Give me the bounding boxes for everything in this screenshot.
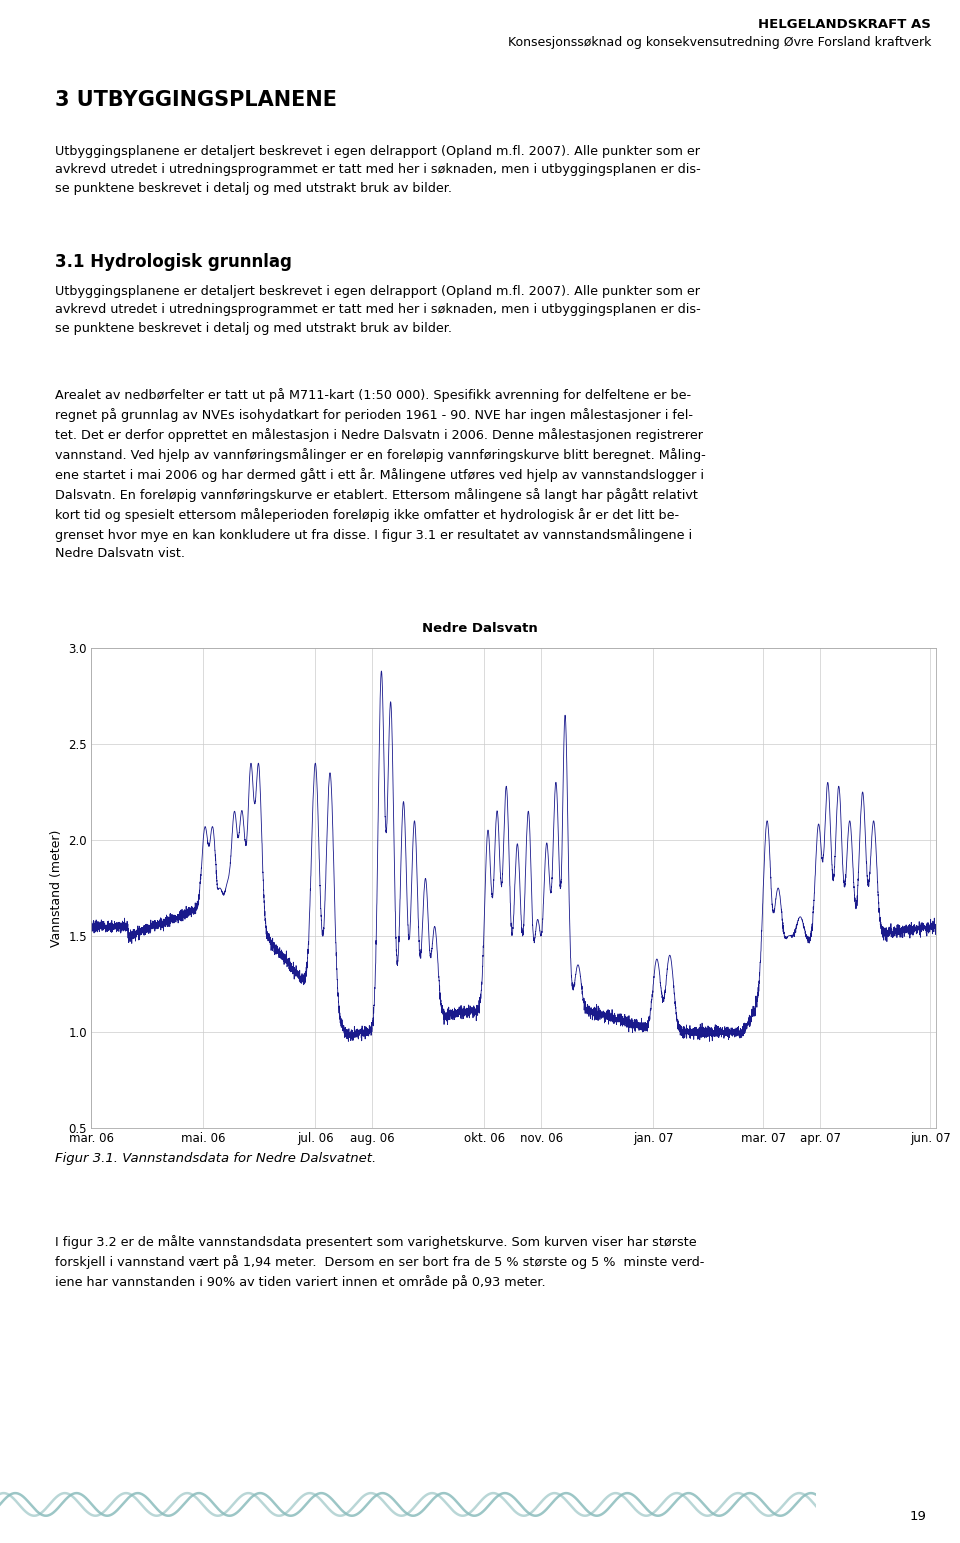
Text: Utbyggingsplanene er detaljert beskrevet i egen delrapport (Opland m.fl. 2007). : Utbyggingsplanene er detaljert beskrevet… [55,145,701,194]
Text: Figur 3.1. Vannstandsdata for Nedre Dalsvatnet.: Figur 3.1. Vannstandsdata for Nedre Dals… [55,1153,376,1165]
Text: HELGELANDSKRAFT AS: HELGELANDSKRAFT AS [758,19,931,31]
Text: I figur 3.2 er de målte vannstandsdata presentert som varighetskurve. Som kurven: I figur 3.2 er de målte vannstandsdata p… [55,1234,705,1288]
Text: Nedre Dalsvatn: Nedre Dalsvatn [422,622,538,636]
Text: 3 UTBYGGINGSPLANENE: 3 UTBYGGINGSPLANENE [55,89,337,110]
Text: 3.1 Hydrologisk grunnlag: 3.1 Hydrologisk grunnlag [55,253,292,272]
Text: Utbyggingsplanene er detaljert beskrevet i egen delrapport (Opland m.fl. 2007). : Utbyggingsplanene er detaljert beskrevet… [55,285,701,335]
Text: Konsesjonssøknad og konsekvensutredning Øvre Forsland kraftverk: Konsesjonssøknad og konsekvensutredning … [508,35,931,49]
Y-axis label: Vannstand (meter): Vannstand (meter) [50,829,62,947]
Text: 19: 19 [909,1511,926,1523]
Text: Arealet av nedbørfelter er tatt ut på M711-kart (1:50 000). Spesifikk avrenning : Arealet av nedbørfelter er tatt ut på M7… [55,387,706,560]
